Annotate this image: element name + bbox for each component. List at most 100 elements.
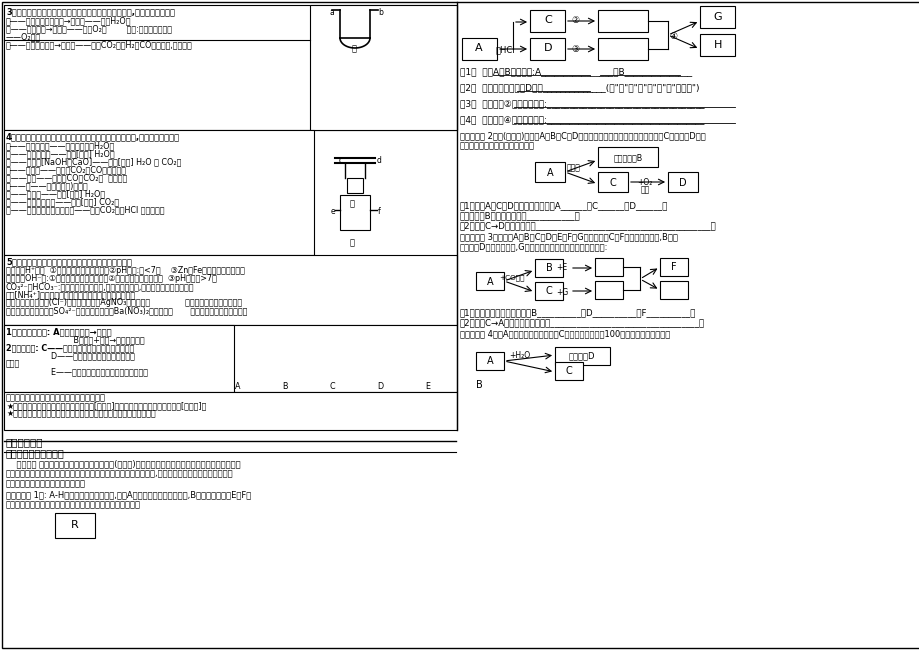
Text: （1）  写出A、B的化学式:A________________，B_______________: （1） 写出A、B的化学式:A________________，B_______… — [460, 67, 691, 76]
Bar — [699, 6, 734, 28]
Text: D: D — [678, 178, 686, 188]
Text: 【变式演习 3】：既有A、B、C、D、E、F、G七种物质，C、F是最常用的金属,B是气: 【变式演习 3】：既有A、B、C、D、E、F、G七种物质，C、F是最常用的金属,… — [460, 232, 677, 241]
Bar — [597, 10, 647, 32]
Bar — [699, 34, 734, 56]
Text: 甲——碱石灰[NaOH和CaO]——除去[吸收] H₂O 和 CO₂；: 甲——碱石灰[NaOH和CaO]——除去[吸收] H₂O 和 CO₂； — [6, 157, 181, 166]
Text: C: C — [609, 178, 616, 188]
Text: ④: ④ — [668, 32, 676, 41]
Text: （2）写出C→A转化的化学方程式：__________________________________。: （2）写出C→A转化的化学方程式：_______________________… — [460, 318, 704, 327]
Text: 浅绿色溶液B: 浅绿色溶液B — [613, 153, 642, 162]
Text: +G: +G — [555, 288, 568, 297]
Text: （2）写出C→D的化学方程式________________________________________。: （2）写出C→D的化学方程式__________________________… — [460, 221, 716, 230]
Text: 俗称分别为熟石灰、纯碱。它们之间的互相转化关系如下图：: 俗称分别为熟石灰、纯碱。它们之间的互相转化关系如下图： — [6, 500, 141, 509]
Text: A: A — [486, 277, 493, 287]
Text: 1．气体发生装置: A：固体＋固体→气体；: 1．气体发生装置: A：固体＋固体→气体； — [6, 327, 111, 336]
Bar — [4, 130, 313, 255]
Text: ③: ③ — [571, 45, 578, 54]
Bar — [659, 281, 687, 299]
Text: 对分子质量最小的氧化物。试回答: 对分子质量最小的氧化物。试回答 — [460, 141, 535, 150]
Text: +E: +E — [555, 263, 566, 272]
Bar — [4, 325, 233, 392]
Bar — [535, 282, 562, 300]
Text: B: B — [282, 382, 288, 391]
Text: （1）写出A、C、D三种物质的化学式A______，C______，D______；: （1）写出A、C、D三种物质的化学式A______，C______，D_____… — [460, 201, 667, 210]
Text: C: C — [565, 366, 572, 376]
Text: E——向上排气法【气体密度比空气大】。: E——向上排气法【气体密度比空气大】。 — [6, 367, 148, 376]
Text: 甲——无水硫酸铜【白色→蓝色】——检查H₂O；: 甲——无水硫酸铜【白色→蓝色】——检查H₂O； — [6, 16, 131, 25]
Text: 丙——氢氧化钠溶液——除去[吸收] CO₂；: 丙——氢氧化钠溶液——除去[吸收] CO₂； — [6, 197, 119, 206]
Text: B: B — [545, 263, 551, 273]
Text: A: A — [546, 168, 552, 178]
Text: （4）  图中反映④的化学方程式:___________________________________: （4） 图中反映④的化学方程式:________________________… — [460, 115, 704, 124]
Text: （3）  图中反映②的化学方程式:___________________________________: （3） 图中反映②的化学方程式:________________________… — [460, 99, 704, 108]
Text: f: f — [378, 207, 380, 216]
Text: F: F — [671, 262, 676, 272]
Text: E: E — [425, 382, 430, 391]
Text: 四、常用题型: 四、常用题型 — [6, 437, 43, 447]
Bar — [475, 352, 504, 370]
Text: +H₂O: +H₂O — [509, 351, 530, 360]
Text: 4．气体的除杂装置：【除去多种气体时，先除去其他气体,最后除去水蒸气】: 4．气体的除杂装置：【除去多种气体时，先除去其他气体,最后除去水蒸气】 — [6, 132, 180, 141]
Bar — [595, 281, 622, 299]
Text: 甲——无水氯化钙——除去[吸取] H₂O；: 甲——无水氯化钙——除去[吸取] H₂O； — [6, 149, 115, 158]
Text: 乙——铜【红色→黑色】——检查O₂；        【另:带火星木条复燃: 乙——铜【红色→黑色】——检查O₂； 【另:带火星木条复燃 — [6, 24, 172, 33]
Text: b: b — [378, 8, 382, 17]
Text: C: C — [543, 15, 551, 25]
Bar — [595, 258, 622, 276]
Text: 乙——铜——除去（吸取)氧气；: 乙——铜——除去（吸取)氧气； — [6, 181, 88, 190]
Text: CO₃²⁻或HCO₃⁻:稀盐酸和澄清石灰水,【加盐酸产气泡,通入澄清石灰水变浑浊】: CO₃²⁻或HCO₃⁻:稀盐酸和澄清石灰水,【加盐酸产气泡,通入澄清石灰水变浑浊… — [6, 282, 194, 291]
Text: 类型一、框图型推断题: 类型一、框图型推断题 — [6, 448, 64, 458]
Text: 稀HCl: 稀HCl — [494, 45, 515, 54]
Text: 解题措施 解决框图型推断题核心是我到题眼(突破口)，所谓题眼就是能根据这个信息拟定该物质是什: 解题措施 解决框图型推断题核心是我到题眼(突破口)，所谓题眼就是能根据这个信息拟… — [6, 459, 241, 468]
Text: A: A — [486, 356, 493, 366]
Text: c: c — [338, 156, 343, 165]
Bar — [4, 255, 457, 325]
Text: 甲——无水硫酸铜——除去（吸收）H₂O；: 甲——无水硫酸铜——除去（吸收）H₂O； — [6, 141, 115, 150]
Text: d: d — [377, 156, 381, 165]
Bar — [554, 347, 609, 365]
Text: ★灼烧时，有烧焦羽毛气味的是动物纤维[毛、丝]；无烧焦羽毛气味的是植物纤维[棉、麻]。: ★灼烧时，有烧焦羽毛气味的是动物纤维[毛、丝]；无烧焦羽毛气味的是植物纤维[棉、… — [6, 401, 206, 410]
Bar — [597, 147, 657, 167]
Text: 盐酸及可溶性氯化物(Cl⁻)：硝酸根溶液（AgNO₃）和稀硝酸              【白色沉淀不溶于稀硝酸】: 盐酸及可溶性氯化物(Cl⁻)：硝酸根溶液（AgNO₃）和稀硝酸 【白色沉淀不溶于… — [6, 298, 242, 307]
Text: C: C — [329, 382, 335, 391]
Text: 无色溶液D: 无色溶液D — [568, 351, 595, 360]
Text: 图中综合检查，最后得出对的结论。: 图中综合检查，最后得出对的结论。 — [6, 479, 85, 488]
Text: D——向下排气法【气体密度比空气: D——向下排气法【气体密度比空气 — [6, 351, 135, 360]
Text: 丙——石灰水【澄清→浑浊】——检查CO₂。【H₂、CO可先转化,后检查】: 丙——石灰水【澄清→浑浊】——检查CO₂。【H₂、CO可先转化,后检查】 — [6, 40, 193, 49]
Bar — [597, 172, 628, 192]
Text: 小】；: 小】； — [6, 359, 20, 368]
Text: 点燃: 点燃 — [640, 185, 649, 194]
Text: D: D — [543, 43, 551, 53]
Text: 乙: 乙 — [349, 199, 355, 208]
Text: 丙——碳酸钠或碳酸氢钠溶液——除去CO₂中的HCl ；【转化】: 丙——碳酸钠或碳酸氢钠溶液——除去CO₂中的HCl ；【转化】 — [6, 205, 165, 214]
Text: 【变式演习 2】：(临沂市)已知，A、B、C、D四种物质之间存在如下转化关系，其中C是单质，D是相: 【变式演习 2】：(临沂市)已知，A、B、C、D四种物质之间存在如下转化关系，其… — [460, 131, 705, 140]
Text: 3．气体的检查：【检查混合气体成分时，先检查水蒸气,后检查其他气体】: 3．气体的检查：【检查混合气体成分时，先检查水蒸气,后检查其他气体】 — [6, 7, 175, 16]
Text: 铵盐[NH₄⁺]：与熟石灰混和、研磨，有刺激性的氨味产生: 铵盐[NH₄⁺]：与熟石灰混和、研磨，有刺激性的氨味产生 — [6, 290, 136, 299]
Text: A: A — [235, 382, 241, 391]
Text: 体单质，D为浅绿色溶液,G为蓝色溶液，它们之间存在如下关系:: 体单质，D为浅绿色溶液,G为蓝色溶液，它们之间存在如下关系: — [460, 242, 607, 251]
Text: B: B — [475, 380, 482, 390]
Bar — [4, 325, 457, 392]
Text: G: G — [713, 12, 721, 22]
Bar — [597, 38, 647, 60]
Text: A: A — [475, 43, 482, 53]
Text: a: a — [330, 8, 335, 17]
Text: 2．收集装置: C——排水法【气体不易或难溶于水】；: 2．收集装置: C——排水法【气体不易或难溶于水】； — [6, 343, 134, 352]
Text: 【变式演习 4】：A为含三种元素的钠盐，C为相对分子质量为100白色不溶物，请填空：: 【变式演习 4】：A为含三种元素的钠盐，C为相对分子质量为100白色不溶物，请填… — [460, 329, 670, 338]
Text: （2）  在物质的分类中，D属于______________(填"酸"、"碱"、"盐"或"氧化物"): （2） 在物质的分类中，D属于______________(填"酸"、"碱"、"… — [460, 83, 698, 92]
Text: 【变式演习 1】: A-H是初中化学常用的物质,其中A为发酵粉的重要成分之一,B是常用调味品。E、F的: 【变式演习 1】: A-H是初中化学常用的物质,其中A为发酵粉的重要成分之一,B… — [6, 490, 251, 499]
Text: 么，然后从这种物质出发，根据题目所给信息逐个猜想判断其他物质,然后后把判断出的物质逐个放入框: 么，然后从这种物质出发，根据题目所给信息逐个猜想判断其他物质,然后后把判断出的物… — [6, 469, 233, 478]
Text: 动物纤维、植物纤维以及合成纤维的鉴别措施: 动物纤维、植物纤维以及合成纤维的鉴别措施 — [6, 393, 106, 402]
Text: 丙——液硫酸——除去[吸取] H₂O；: 丙——液硫酸——除去[吸取] H₂O； — [6, 189, 105, 198]
Text: ——O₂。】: ——O₂。】 — [6, 32, 41, 41]
Text: （1）推测下列物质的化学式：B__________，D__________，F__________；: （1）推测下列物质的化学式：B__________，D__________，F_… — [460, 308, 696, 317]
Text: 5．各种单质、氧化物、酸、碱、盐、纤维的检查措施：: 5．各种单质、氧化物、酸、碱、盐、纤维的检查措施： — [6, 257, 131, 266]
Bar — [535, 162, 564, 182]
Bar — [4, 392, 457, 430]
Text: 乙——碳粉——除去中CO的CO₂；  【转化】: 乙——碳粉——除去中CO的CO₂； 【转化】 — [6, 173, 127, 182]
Text: 稀硫酸: 稀硫酸 — [566, 163, 580, 172]
Text: +CO高温: +CO高温 — [499, 274, 524, 281]
Bar — [667, 172, 698, 192]
Text: ②: ② — [571, 16, 578, 25]
Text: D: D — [377, 382, 382, 391]
